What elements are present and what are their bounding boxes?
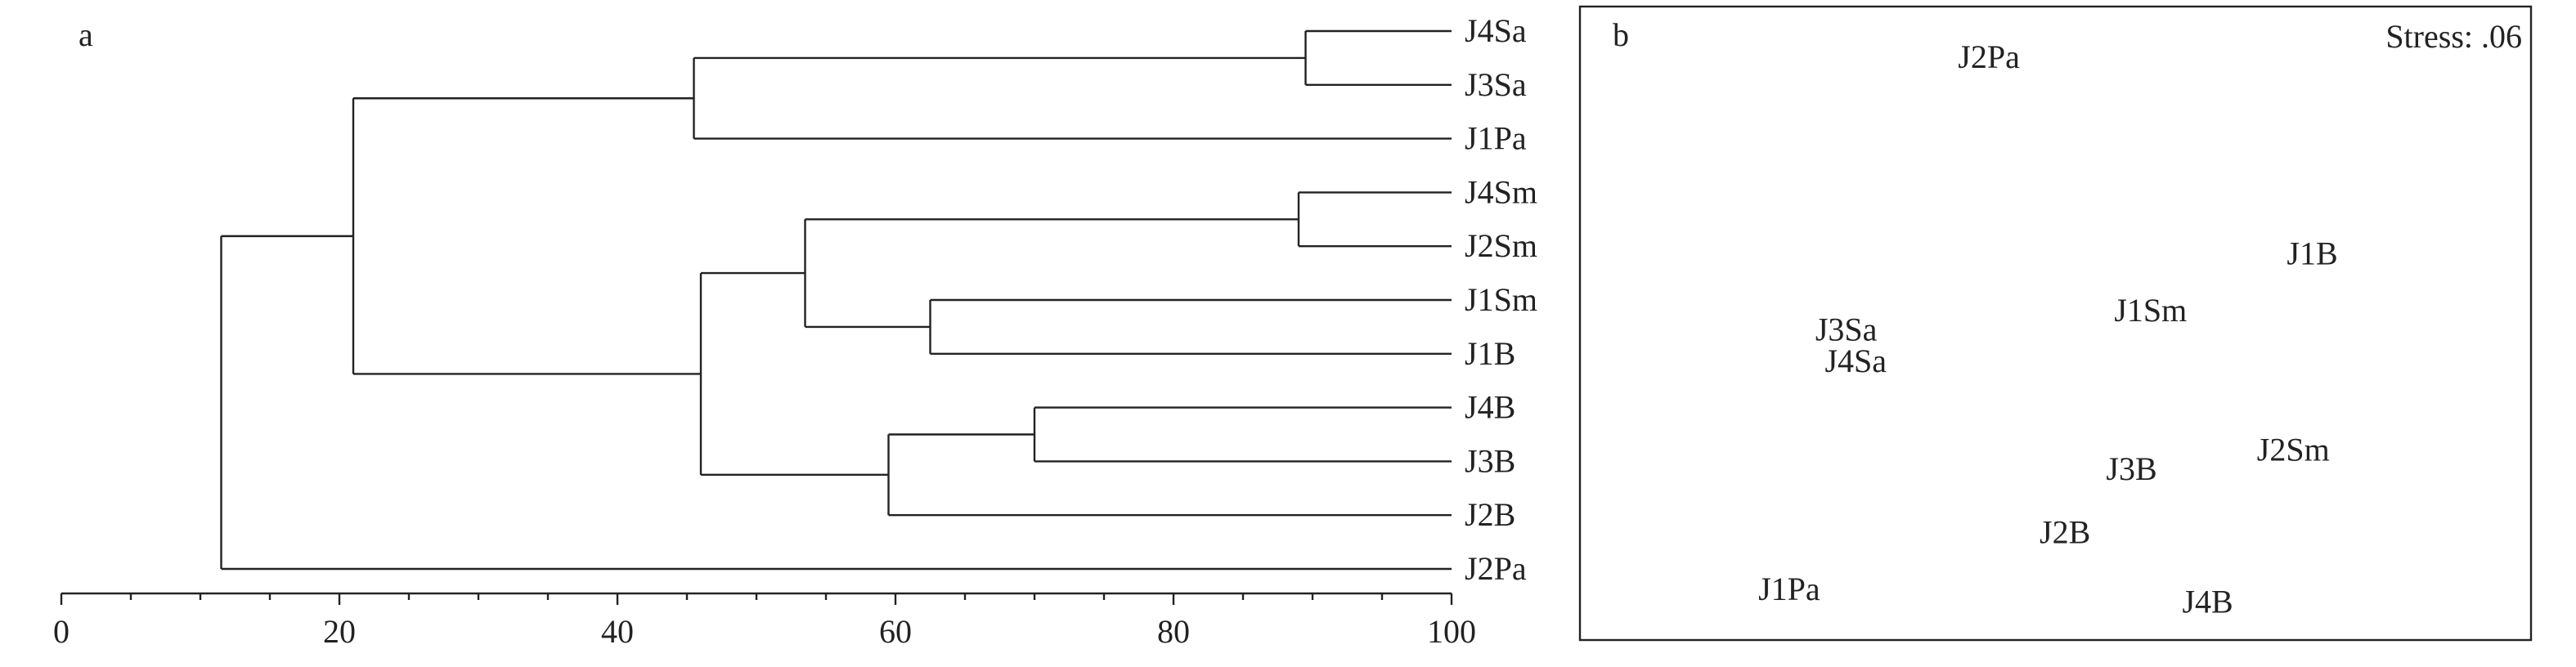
leaf-label: J1B [1465, 335, 1515, 372]
leaf-label: J1Pa [1465, 120, 1527, 157]
nmds-point-label: J1Pa [1758, 571, 1820, 607]
leaf-label: J4Sa [1465, 12, 1527, 49]
nmds-point-label: J2B [2040, 513, 2090, 550]
stress-annotation: Stress: .06 [2385, 18, 2522, 55]
tick-label: 80 [1157, 613, 1190, 650]
tick-label: 20 [323, 613, 356, 650]
panel-a-label: a [79, 16, 93, 53]
tick-label: 60 [879, 613, 912, 650]
dendrogram-branches [220, 29, 1452, 571]
nmds-point-label: J2Pa [1958, 38, 2020, 75]
nmds-point-label: J4B [2182, 584, 2233, 620]
nmds-point-label: J3B [2106, 450, 2156, 487]
leaf-label: J2Sm [1465, 227, 1537, 264]
leaf-label: J4B [1465, 389, 1515, 426]
nmds-point-label: J1B [2287, 235, 2337, 271]
dendrogram-panel: a J4Sa J3Sa J1Pa J4Sm J2Sm J1Sm J1B J4B J3B J2B J2… [53, 12, 1537, 650]
tick-label: 40 [601, 613, 634, 650]
nmds-point-label: J4Sa [1824, 342, 1887, 379]
nmds-point-label: J1Sm [2114, 292, 2187, 329]
similarity-axis: 0 20 40 60 80 100 [53, 592, 1476, 650]
nmds-point-label: J2Sm [2257, 432, 2330, 468]
nmds-point-label: J3Sa [1815, 311, 1878, 347]
leaf-label: J1Sm [1465, 281, 1537, 318]
nmds-frame [1578, 5, 2533, 642]
leaf-labels: J4Sa J3Sa J1Pa J4Sm J2Sm J1Sm J1B J4B J3B J2B J2Pa [1465, 12, 1537, 587]
leaf-label: J3Sa [1465, 66, 1527, 103]
tick-label: 0 [53, 613, 70, 650]
panel-b-label: b [1613, 16, 1629, 53]
leaf-label: J2B [1465, 496, 1515, 533]
tick-label: 100 [1427, 613, 1476, 650]
leaf-label: J3B [1465, 442, 1515, 479]
leaf-label: J2Pa [1465, 550, 1527, 587]
leaf-label: J4Sm [1465, 173, 1537, 210]
